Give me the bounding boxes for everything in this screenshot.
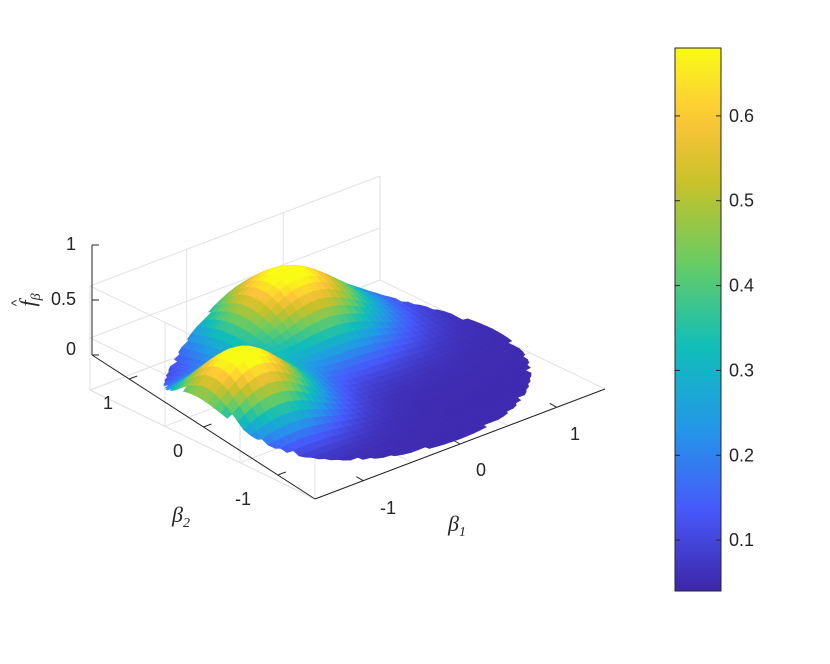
z-axis-label: fβ ^ <box>8 293 44 306</box>
z-axis-subscript: β <box>29 293 44 301</box>
z-tick-label: 1 <box>66 234 76 254</box>
y-axis-subscript: 2 <box>183 516 190 531</box>
z-tick-label: 0 <box>66 339 76 359</box>
back-wall-grid-line <box>89 227 381 339</box>
axes-lines <box>91 244 606 500</box>
x-axis-symbol: β <box>447 511 459 536</box>
y-tick-mark <box>129 375 138 380</box>
y-tick-label: 1 <box>103 393 113 413</box>
surface-patch <box>475 424 487 431</box>
y-tick-mark <box>277 471 286 476</box>
colorbar-ticks: 0.1 0.2 0.3 0.4 0.5 0.6 <box>675 106 754 550</box>
colorbar-tick-label: 0.5 <box>729 191 754 211</box>
surface-patch <box>519 383 530 390</box>
x-axis-label: β1 <box>447 511 466 540</box>
colorbar-tick-label: 0.3 <box>729 360 754 380</box>
surface-patch <box>523 372 532 379</box>
z-tick-label: 0.5 <box>51 289 76 309</box>
back-wall-grid-line <box>89 175 381 287</box>
y-tick-label: 0 <box>173 441 183 461</box>
colorbar-tick-label: 0.1 <box>729 530 754 550</box>
surface-patch <box>509 397 522 404</box>
colorbar-tick-label: 0.4 <box>729 276 754 296</box>
x-tick-label: -1 <box>380 498 396 518</box>
surface-patch <box>520 359 530 366</box>
side-wall-grid-line <box>89 389 316 500</box>
x-axis-subscript: 1 <box>459 525 466 540</box>
tick-labels: 0 0.5 1 1 0 -1 -1 0 1 <box>51 234 580 518</box>
surface-patch <box>501 337 513 344</box>
svg-text:fβ: fβ <box>15 293 44 306</box>
x-tick-label: 0 <box>476 460 486 480</box>
z-axis-hat: ^ <box>8 299 24 306</box>
surface-patch <box>516 351 526 357</box>
x-tick-mark <box>356 476 364 482</box>
colorbar-tick-label: 0.2 <box>729 445 754 465</box>
surface-patch <box>521 378 531 385</box>
colorbar-gradient <box>674 47 722 592</box>
x-tick-mark <box>549 402 557 408</box>
y-tick-label: -1 <box>235 489 251 509</box>
surface-plot <box>163 264 532 461</box>
colorbar: 0.1 0.2 0.3 0.4 0.5 0.6 <box>674 47 754 592</box>
z-axis-symbol: f <box>15 298 40 307</box>
surface-patch <box>518 388 527 396</box>
surface-patch <box>519 364 531 371</box>
x-tick-label: 1 <box>570 424 580 444</box>
y-axis-symbol: β <box>171 502 183 527</box>
surface-patch <box>507 402 517 409</box>
y-axis-label: β2 <box>171 502 190 531</box>
colorbar-tick-label: 0.6 <box>729 106 754 126</box>
surface-patch <box>498 410 508 417</box>
y-tick-mark <box>203 423 212 428</box>
